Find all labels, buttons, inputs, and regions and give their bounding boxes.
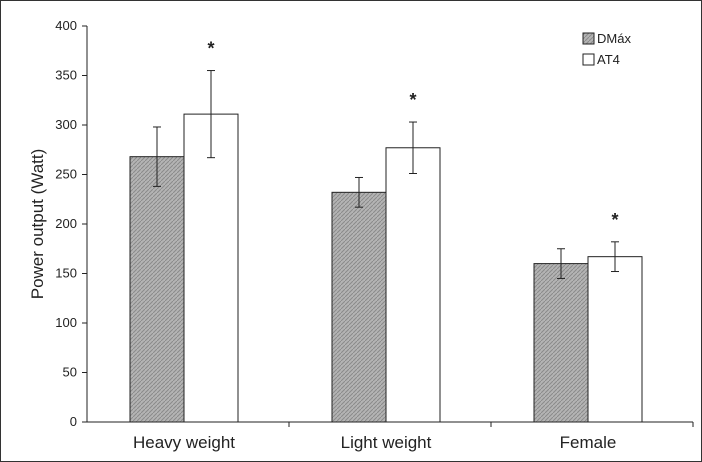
legend: DMáx AT4 <box>582 31 631 67</box>
axes: 0 50 100 150 200 250 300 350 400 <box>55 18 694 429</box>
bar-at4 <box>385 147 441 423</box>
significance-marker: * <box>409 90 416 110</box>
y-tick-label: 0 <box>70 414 77 429</box>
category-label: Heavy weight <box>133 433 235 452</box>
bar-dmax <box>533 263 589 423</box>
bar-dmax <box>129 156 185 423</box>
legend-label-at4: AT4 <box>597 52 620 67</box>
legend-label-dmax: DMáx <box>597 31 631 46</box>
significance-marker: * <box>611 210 618 230</box>
category-label: Female <box>560 433 617 452</box>
y-tick-label: 250 <box>55 167 77 182</box>
bar-at4 <box>587 256 643 423</box>
significance-marker: * <box>207 39 214 59</box>
category-label: Light weight <box>341 433 432 452</box>
y-tick-label: 350 <box>55 68 77 83</box>
legend-swatch-at4 <box>582 53 595 66</box>
legend-swatch-dmax <box>582 32 595 45</box>
y-tick-label: 50 <box>63 365 77 380</box>
labels: Power output (Watt) Heavy weight * Light we… <box>28 39 619 452</box>
bars <box>129 70 643 423</box>
y-tick-label: 100 <box>55 315 77 330</box>
y-tick-label: 400 <box>55 18 77 33</box>
y-tick-label: 300 <box>55 117 77 132</box>
y-tick-label: 200 <box>55 216 77 231</box>
y-axis-label: Power output (Watt) <box>28 149 47 300</box>
bar-dmax <box>331 191 387 423</box>
y-tick-label: 150 <box>55 266 77 281</box>
bar-at4 <box>183 113 239 423</box>
